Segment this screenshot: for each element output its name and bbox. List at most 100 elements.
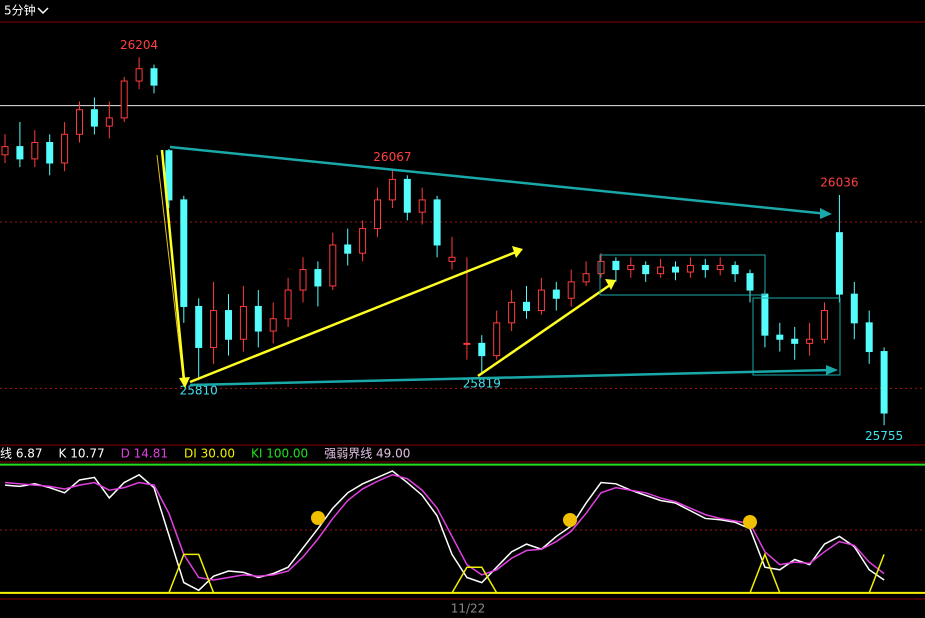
candle-body — [672, 266, 679, 273]
candle-body — [210, 310, 218, 348]
candle-body — [791, 338, 799, 344]
high-label: 26067 — [373, 150, 411, 164]
candle-body — [806, 338, 814, 344]
candle-body — [865, 322, 873, 353]
candle-body — [403, 178, 411, 213]
candle-body — [359, 228, 367, 254]
x-tick-label: 11/22 — [451, 602, 486, 616]
high-label: 26036 — [820, 175, 858, 189]
candle-body — [120, 80, 128, 119]
candle-body — [165, 150, 173, 201]
candle-body — [493, 322, 501, 357]
legend-item: 强弱界线 49.00 — [324, 447, 410, 461]
candle-body — [46, 142, 54, 164]
arrow-head — [512, 246, 523, 258]
candle-body — [567, 281, 575, 299]
candle-body — [821, 310, 828, 340]
price-panel: 26204 26067 26036 25810 25819 25755 — [0, 38, 925, 443]
indicator-panel: 线 6.87 K 10.77 D 14.81 DI 30.00 KI 100.00 强弱界… — [0, 447, 925, 616]
candle-body — [239, 305, 247, 340]
arrow-head — [826, 365, 838, 375]
candle-body — [448, 256, 456, 262]
candle-body — [612, 260, 620, 271]
range-box — [599, 254, 766, 296]
candle-body — [508, 301, 516, 324]
trend-line — [477, 283, 611, 378]
candle-body — [463, 342, 471, 345]
arrow-head — [179, 377, 190, 388]
trend-line — [169, 145, 829, 216]
legend-item: 线 6.87 — [0, 447, 43, 461]
candle-body — [31, 142, 39, 160]
candle-body — [90, 109, 98, 127]
candle-body — [225, 310, 232, 340]
candle-body — [642, 264, 650, 275]
candle-body — [329, 244, 337, 287]
candle-body — [388, 178, 396, 201]
signals — [311, 511, 757, 529]
candle-body — [597, 260, 605, 275]
arrow-head — [605, 279, 616, 290]
candle-body — [627, 264, 635, 271]
trend-line — [189, 250, 517, 384]
candle-body — [657, 266, 665, 275]
candle-body — [269, 318, 277, 332]
drawings — [156, 145, 841, 388]
candle-body — [552, 289, 560, 299]
candle-body — [314, 269, 322, 287]
range-box — [752, 297, 841, 376]
candle-body — [1, 146, 9, 156]
trend-line — [156, 154, 184, 379]
dropdown-arrow[interactable] — [37, 7, 49, 15]
candle-body — [180, 199, 188, 307]
candle-body — [299, 269, 307, 291]
candle-body — [344, 244, 352, 254]
candle-body — [61, 133, 69, 164]
candle-body — [16, 146, 24, 160]
timeframe-select[interactable]: 5分钟 — [4, 3, 36, 18]
candle-body — [76, 109, 83, 135]
candle-body — [254, 305, 262, 332]
candle-body — [523, 301, 530, 312]
candle-body — [284, 289, 292, 320]
candle-body — [746, 273, 754, 291]
legend-item: K 10.77 — [59, 447, 105, 461]
candle-body — [850, 293, 858, 324]
candle-body — [433, 199, 441, 246]
signal-icon — [743, 515, 757, 529]
indicator-line — [5, 552, 885, 594]
candle-body — [761, 293, 769, 336]
signal-icon — [311, 511, 325, 525]
candle-body — [582, 273, 590, 283]
candle-body — [374, 199, 381, 230]
low-label: 25755 — [865, 429, 903, 443]
candle-body — [150, 68, 158, 86]
candle-body — [716, 264, 724, 271]
candle-body — [835, 232, 843, 295]
candle-body — [478, 342, 486, 357]
trend-line — [189, 368, 833, 387]
signal-icon — [563, 513, 577, 527]
candle-body — [776, 334, 784, 340]
candle-body — [418, 199, 426, 213]
low-label: 25810 — [180, 384, 218, 398]
arrow-head — [820, 208, 832, 219]
candle-body — [731, 264, 739, 275]
indicator-line — [4, 470, 885, 592]
candle-body — [105, 117, 113, 127]
candle-body — [195, 305, 203, 348]
legend-item: D 14.81 — [121, 447, 168, 461]
candle-body — [537, 289, 545, 312]
indicator-line — [4, 474, 885, 581]
legend-item: KI 100.00 — [251, 447, 308, 461]
legend-item: DI 30.00 — [184, 447, 235, 461]
candle-body — [686, 264, 694, 273]
low-label: 25819 — [463, 376, 501, 390]
high-label: 26204 — [120, 38, 158, 52]
candle-body — [701, 264, 709, 271]
candle-body — [880, 351, 888, 414]
trend-line — [160, 149, 186, 381]
candle-body — [135, 68, 143, 82]
